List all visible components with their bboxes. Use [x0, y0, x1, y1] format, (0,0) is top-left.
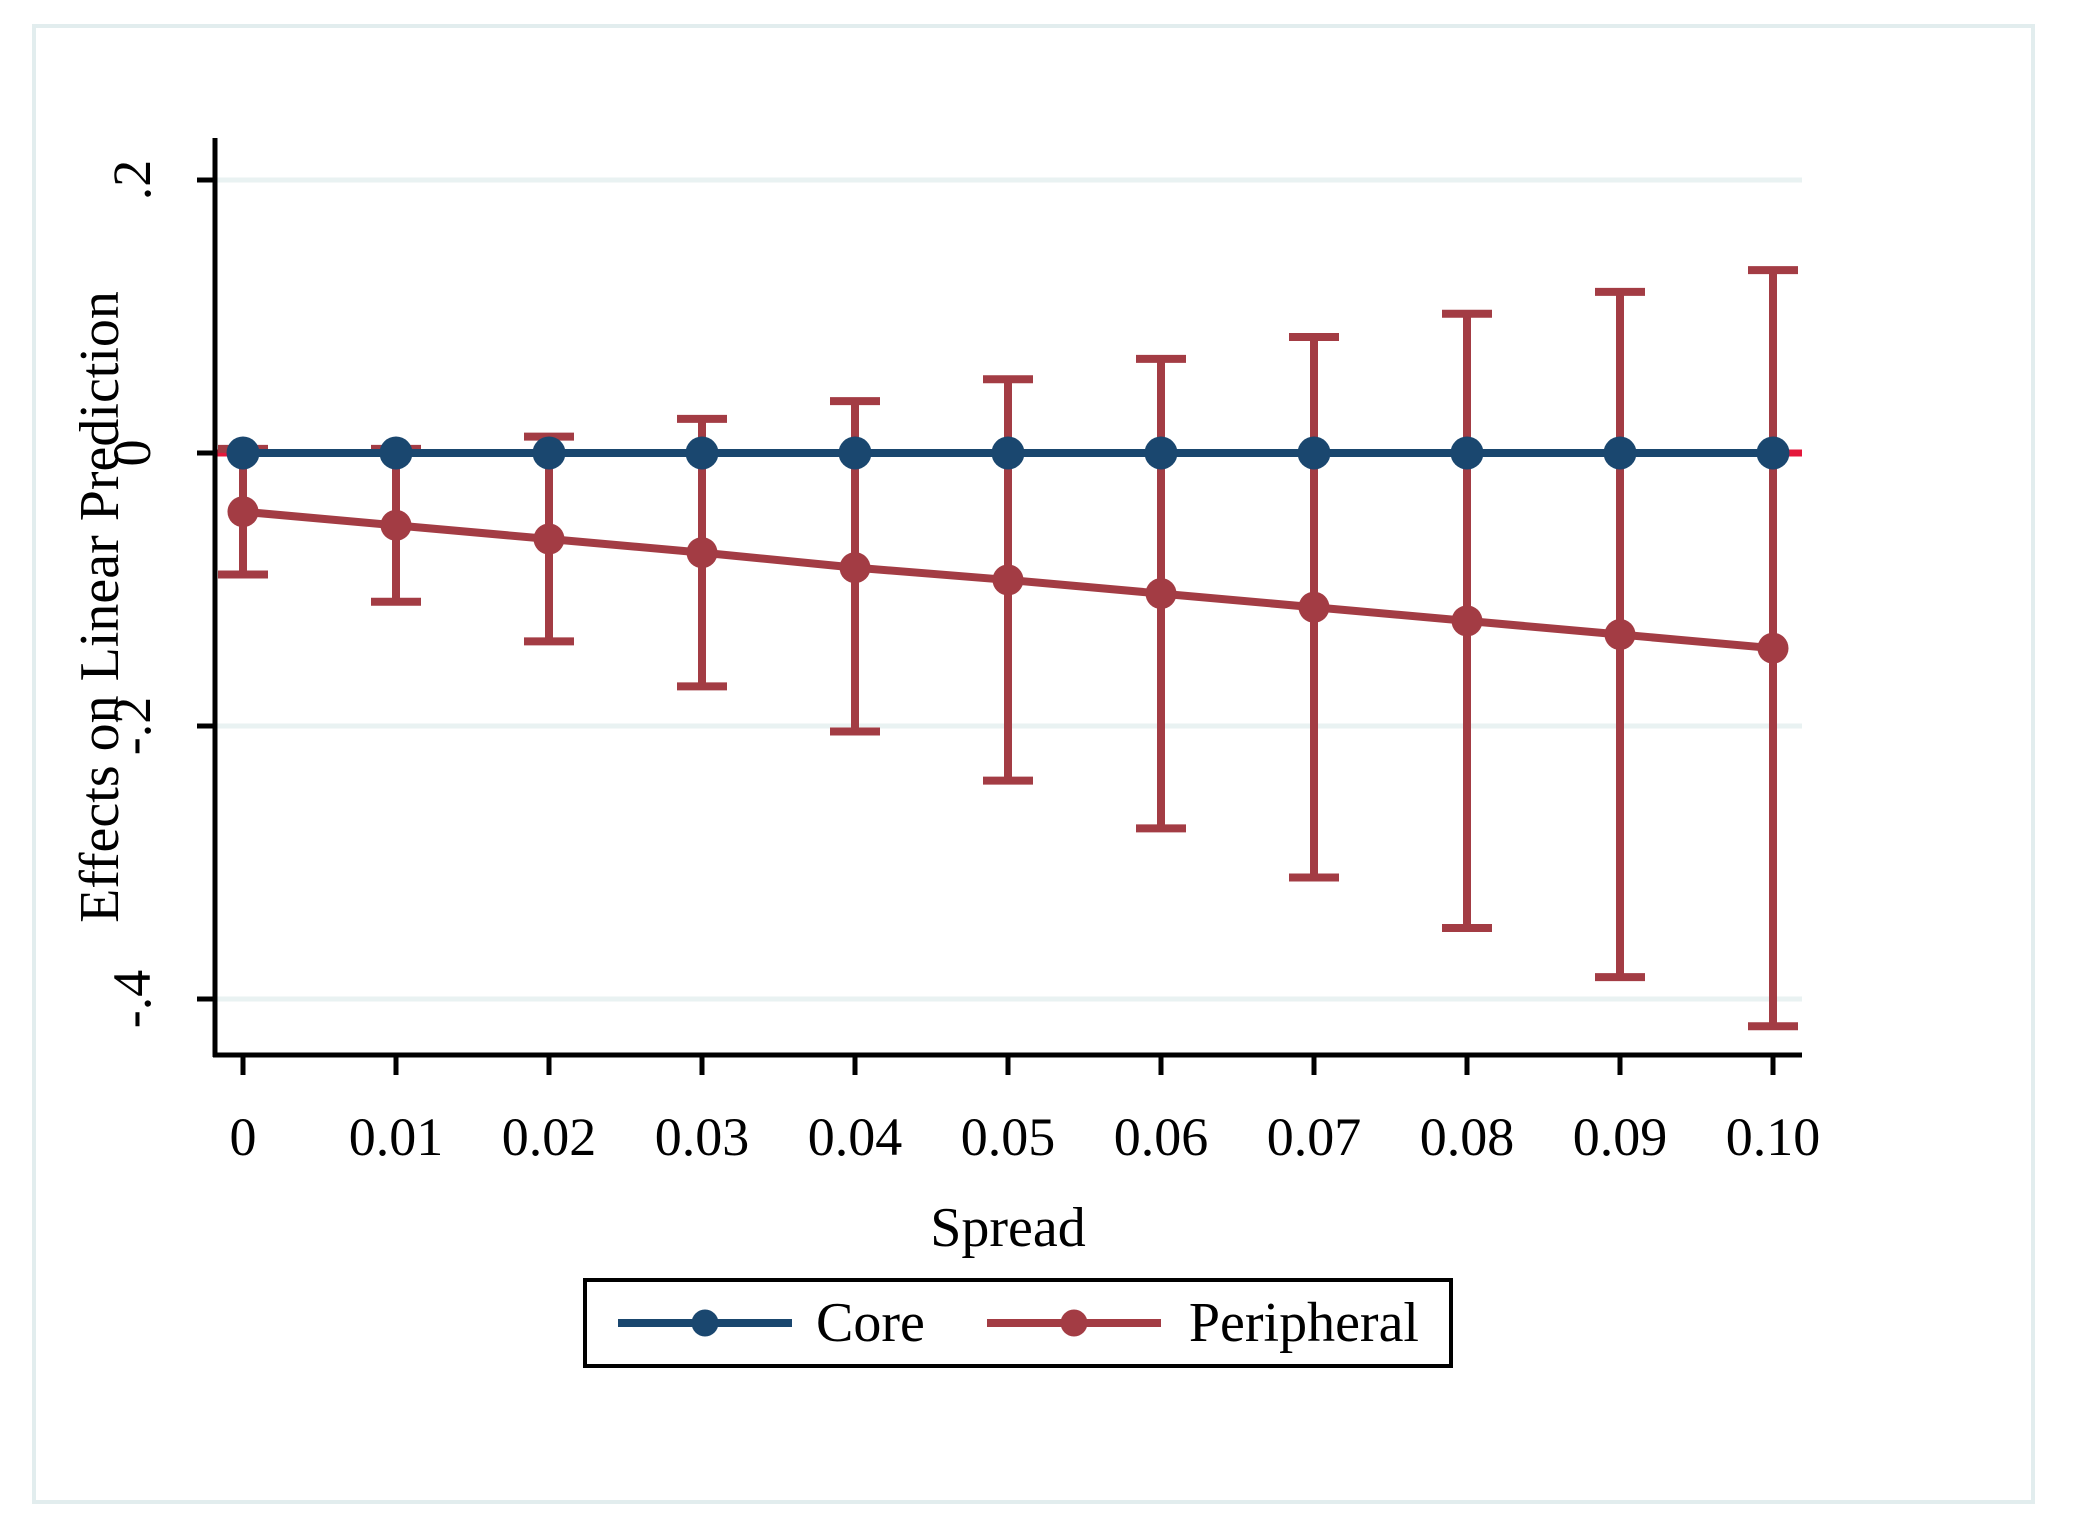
x-tick-label: 0.05: [961, 1107, 1056, 1167]
legend-label-peripheral: Peripheral: [1188, 1292, 1419, 1354]
y-tick-label: -.4: [102, 970, 162, 1028]
core-marker: [1450, 436, 1484, 470]
core-marker: [379, 436, 413, 470]
peripheral-marker: [533, 523, 565, 555]
y-tick-label: -.2: [102, 697, 162, 755]
x-tick-label: 0.02: [502, 1107, 597, 1167]
peripheral-marker: [1298, 591, 1330, 623]
y-tick-label: 0: [102, 440, 162, 467]
x-tick-label: 0.04: [808, 1107, 903, 1167]
figure-border: [32, 24, 2035, 1504]
core-marker: [991, 436, 1025, 470]
core-marker: [1603, 436, 1637, 470]
core-marker: [532, 436, 566, 470]
legend-item-core: Core: [618, 1295, 925, 1351]
core-marker: [1144, 436, 1178, 470]
peripheral-marker: [1757, 632, 1789, 664]
x-tick-label: 0.07: [1267, 1107, 1362, 1167]
peripheral-marker: [1145, 578, 1177, 610]
x-tick-label: 0: [230, 1107, 257, 1167]
x-axis-title: Spread: [930, 1197, 1086, 1259]
peripheral-dot-icon: [1060, 1309, 1088, 1337]
core-line-marker-icon: [618, 1309, 792, 1337]
core-dot-icon: [691, 1309, 719, 1337]
peripheral-line-marker-icon: [986, 1309, 1161, 1337]
x-tick-label: 0.03: [655, 1107, 750, 1167]
y-tick-label: .2: [102, 160, 162, 201]
x-tick-label: 0.01: [349, 1107, 444, 1167]
peripheral-marker: [1451, 605, 1483, 637]
core-marker: [1756, 436, 1790, 470]
peripheral-marker: [839, 552, 871, 584]
x-tick-label: 0.09: [1573, 1107, 1668, 1167]
legend-item-peripheral: Peripheral: [986, 1292, 1419, 1354]
x-tick-label: 0.08: [1420, 1107, 1515, 1167]
peripheral-marker: [1604, 619, 1636, 651]
legend-label-core: Core: [816, 1292, 925, 1354]
y-axis-title: Effects on Linear Prediction: [69, 291, 131, 923]
core-marker: [1297, 436, 1331, 470]
peripheral-marker: [686, 537, 718, 569]
legend-box: Core Peripheral: [583, 1278, 1453, 1368]
peripheral-marker: [380, 509, 412, 541]
x-tick-label: 0.06: [1114, 1107, 1209, 1167]
x-tick-label: 0.10: [1726, 1107, 1821, 1167]
peripheral-marker: [227, 496, 259, 528]
core-marker: [685, 436, 719, 470]
core-marker: [226, 436, 260, 470]
core-marker: [838, 436, 872, 470]
peripheral-marker: [992, 564, 1024, 596]
